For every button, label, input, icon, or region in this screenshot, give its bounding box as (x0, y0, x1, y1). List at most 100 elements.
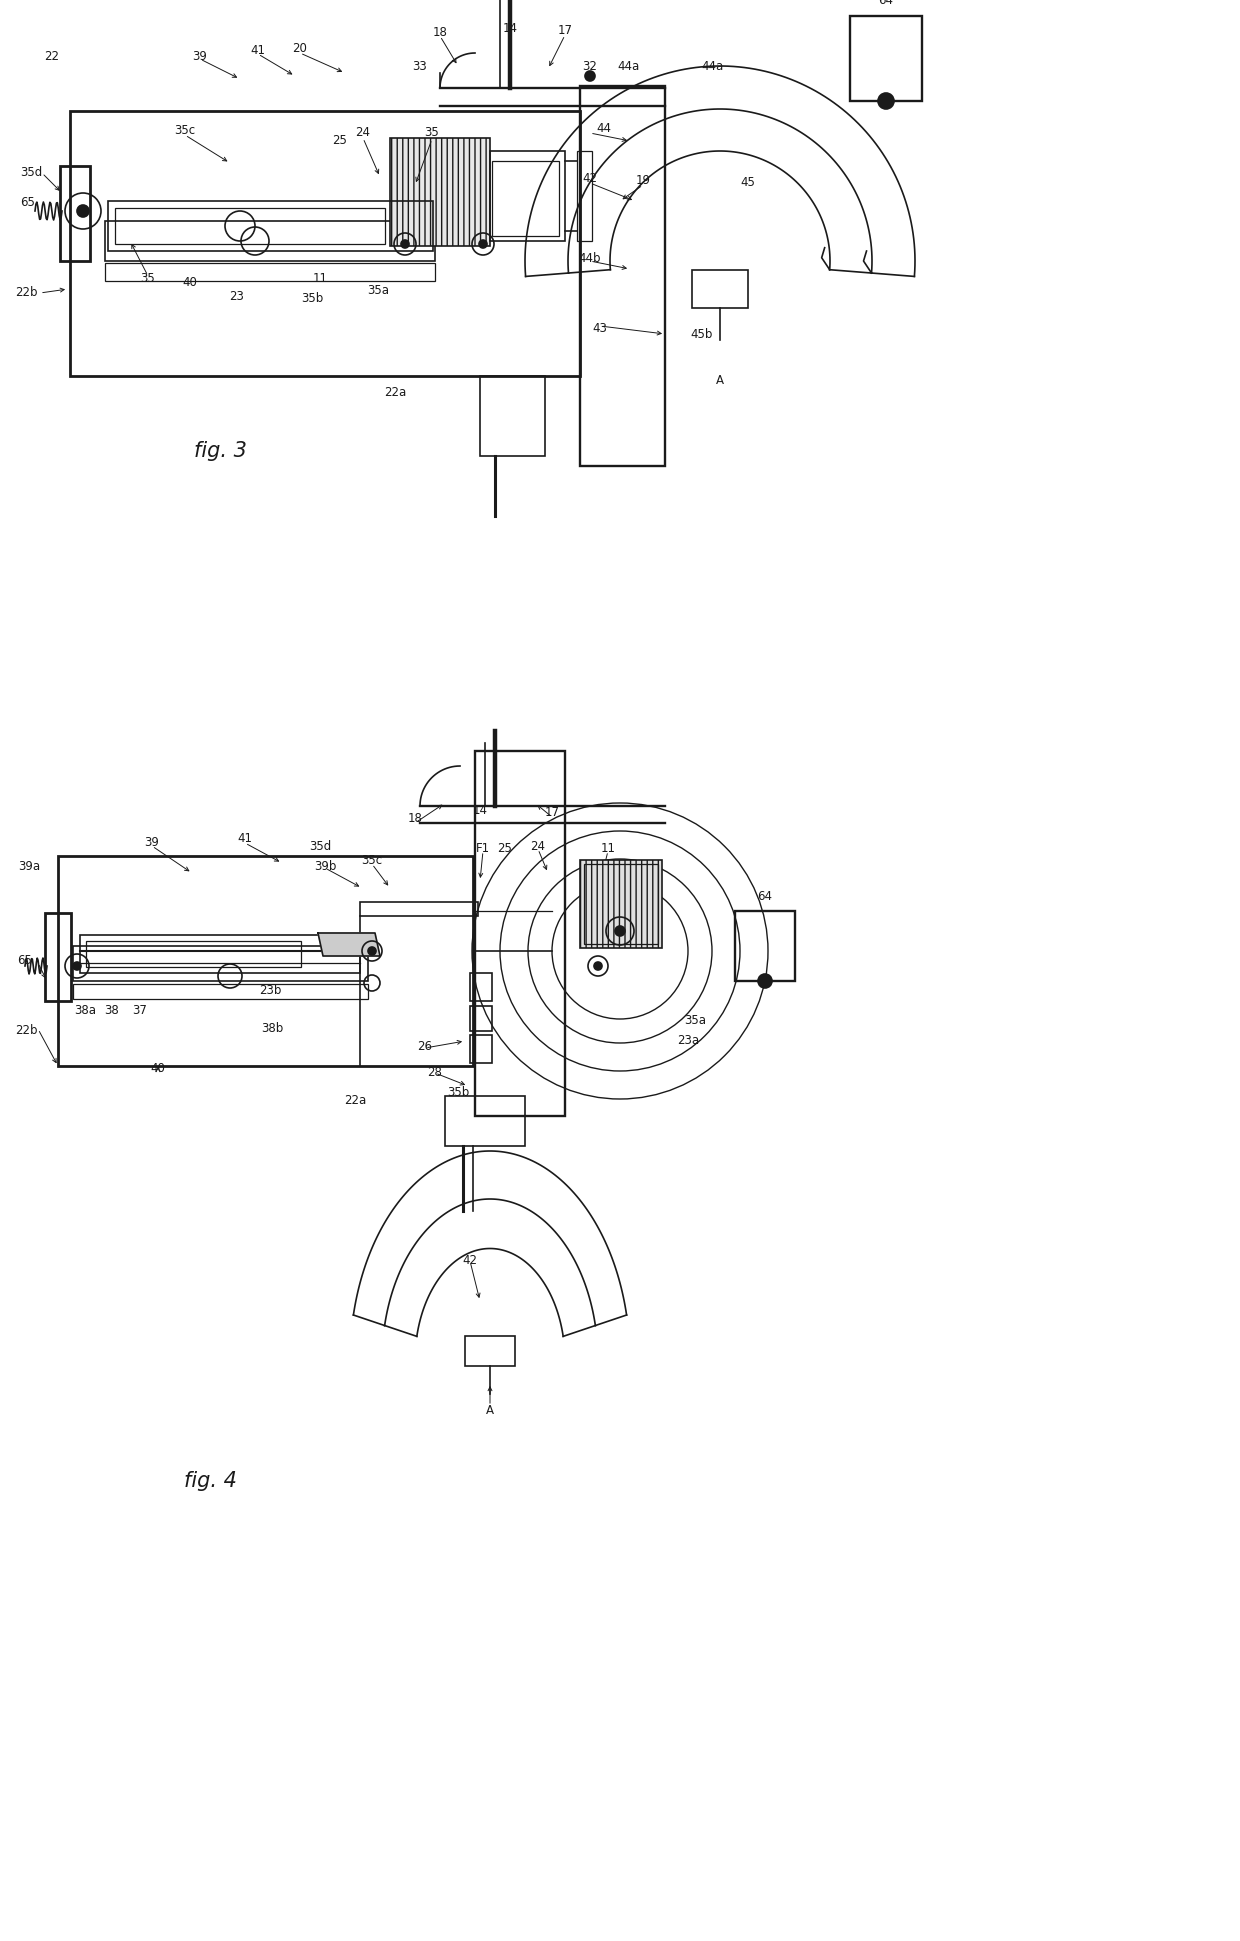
Text: 39b: 39b (314, 860, 336, 873)
Bar (475, 751, 565, 1116)
Text: 64: 64 (758, 889, 773, 903)
Text: 38: 38 (104, 1005, 119, 1017)
Bar (108, 202, 433, 250)
Text: 22a: 22a (343, 1095, 366, 1108)
Bar (45, 912, 71, 1002)
Bar (105, 221, 435, 260)
Text: 23a: 23a (677, 1035, 699, 1048)
Text: 44: 44 (596, 122, 611, 136)
Bar (58, 856, 472, 1066)
Text: 64: 64 (878, 0, 894, 8)
Text: 24: 24 (356, 126, 371, 140)
Text: 37: 37 (133, 1005, 148, 1017)
Text: 45: 45 (740, 177, 755, 190)
Text: 43: 43 (593, 322, 608, 336)
Text: 38b: 38b (260, 1023, 283, 1035)
Circle shape (758, 974, 773, 988)
Text: 44a: 44a (616, 60, 639, 72)
Text: 24: 24 (531, 840, 546, 852)
Text: F1: F1 (476, 842, 490, 854)
Polygon shape (317, 934, 379, 957)
Text: 11: 11 (600, 842, 615, 856)
Circle shape (594, 963, 601, 970)
Bar (490, 151, 565, 241)
Bar (470, 1005, 492, 1031)
Text: 35b: 35b (301, 291, 324, 305)
Text: 25: 25 (332, 134, 347, 148)
Circle shape (479, 241, 487, 248)
Bar (735, 910, 795, 980)
Text: 44b: 44b (579, 252, 601, 266)
Text: 28: 28 (428, 1066, 443, 1079)
Text: 22b: 22b (15, 1025, 38, 1038)
Text: A: A (486, 1405, 494, 1417)
Circle shape (878, 93, 894, 109)
Bar (69, 111, 580, 377)
Text: fig. 4: fig. 4 (184, 1471, 237, 1491)
Text: 14: 14 (502, 23, 517, 35)
Text: 17: 17 (558, 25, 573, 37)
Text: 22a: 22a (384, 386, 407, 400)
Text: 39: 39 (145, 837, 160, 850)
Bar (105, 262, 435, 281)
Text: 35c: 35c (361, 854, 383, 868)
Bar (470, 1035, 492, 1064)
Text: 65: 65 (17, 955, 32, 967)
Text: 35: 35 (424, 126, 439, 140)
Text: 35: 35 (140, 272, 155, 285)
Text: 20: 20 (293, 43, 308, 56)
Circle shape (73, 963, 81, 970)
Bar (115, 208, 384, 245)
Bar (492, 161, 559, 237)
Text: 40: 40 (150, 1062, 165, 1075)
Text: 35d: 35d (20, 167, 42, 179)
Bar (391, 138, 490, 247)
Bar (73, 945, 368, 980)
Bar (360, 903, 477, 916)
Circle shape (615, 926, 625, 936)
Text: 35b: 35b (446, 1087, 469, 1099)
Bar (580, 860, 662, 947)
Circle shape (77, 206, 89, 217)
Text: 38a: 38a (74, 1005, 95, 1017)
Bar (60, 167, 91, 260)
Text: 32: 32 (583, 60, 598, 72)
Text: 18: 18 (433, 27, 448, 39)
Text: 11: 11 (312, 272, 327, 285)
Circle shape (585, 72, 595, 82)
Text: 40: 40 (182, 276, 197, 289)
Text: 35a: 35a (684, 1015, 706, 1027)
Text: 22b: 22b (15, 287, 38, 299)
Bar (480, 377, 546, 456)
Bar (86, 941, 301, 967)
Text: 33: 33 (413, 60, 428, 72)
Bar (584, 864, 658, 943)
Text: 35d: 35d (309, 840, 331, 852)
Text: A: A (715, 375, 724, 388)
Bar (470, 972, 492, 1002)
Text: 42: 42 (463, 1254, 477, 1267)
Text: 39: 39 (192, 50, 207, 62)
Text: 42: 42 (583, 173, 598, 186)
Text: 35c: 35c (175, 124, 196, 138)
Bar (580, 85, 665, 466)
Text: 41: 41 (238, 833, 253, 846)
Circle shape (368, 947, 376, 955)
Bar (445, 1097, 525, 1145)
Bar (465, 1335, 515, 1366)
Text: 18: 18 (408, 813, 423, 825)
Text: 22: 22 (45, 50, 60, 62)
Bar (81, 936, 360, 972)
Text: 14: 14 (472, 804, 487, 817)
Bar (849, 16, 923, 101)
Bar (73, 984, 368, 1000)
Text: 17: 17 (544, 807, 559, 819)
Text: 23: 23 (229, 289, 244, 303)
Bar (577, 151, 591, 241)
Text: 65: 65 (20, 196, 35, 210)
Circle shape (401, 241, 409, 248)
Text: 19: 19 (635, 175, 651, 188)
Text: fig. 3: fig. 3 (193, 441, 247, 462)
Text: 26: 26 (418, 1040, 433, 1052)
Text: 23b: 23b (259, 984, 281, 998)
